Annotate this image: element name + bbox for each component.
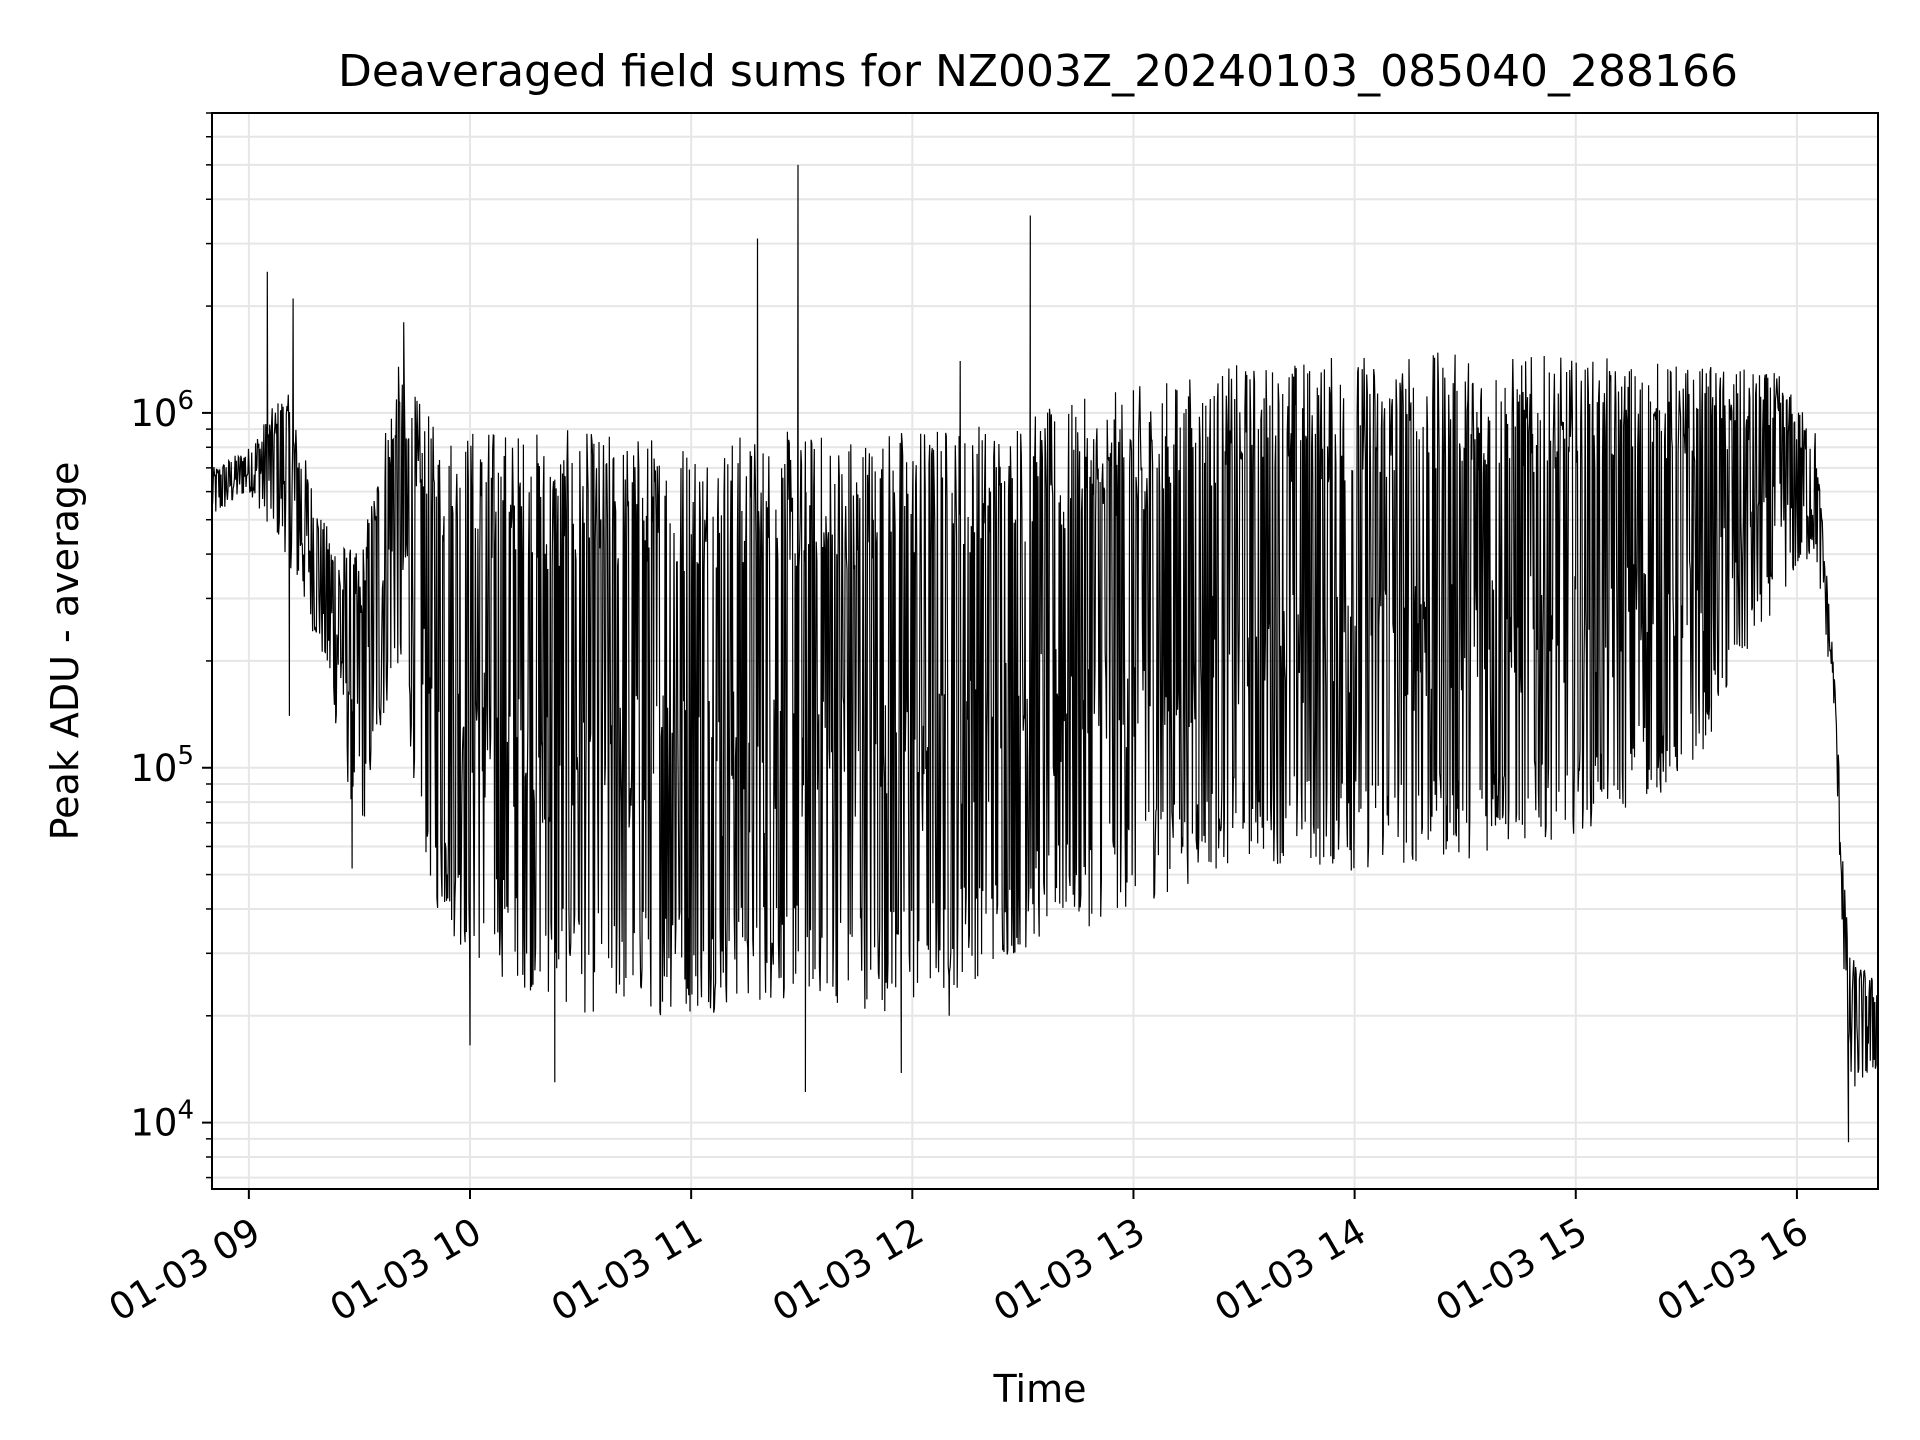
y-tick-label: 104 (130, 1096, 194, 1145)
chart-title: Deaveraged field sums for NZ003Z_2024010… (338, 46, 1738, 97)
plot-frame (211, 112, 1879, 1190)
y-axis-label: Peak ADU - average (43, 462, 87, 841)
data-line-layer (211, 164, 1879, 1143)
y-tick-label: 106 (130, 386, 194, 435)
y-tick-label: 105 (130, 741, 194, 790)
x-axis-label: Time (993, 1367, 1087, 1411)
data-line (211, 164, 1879, 1143)
